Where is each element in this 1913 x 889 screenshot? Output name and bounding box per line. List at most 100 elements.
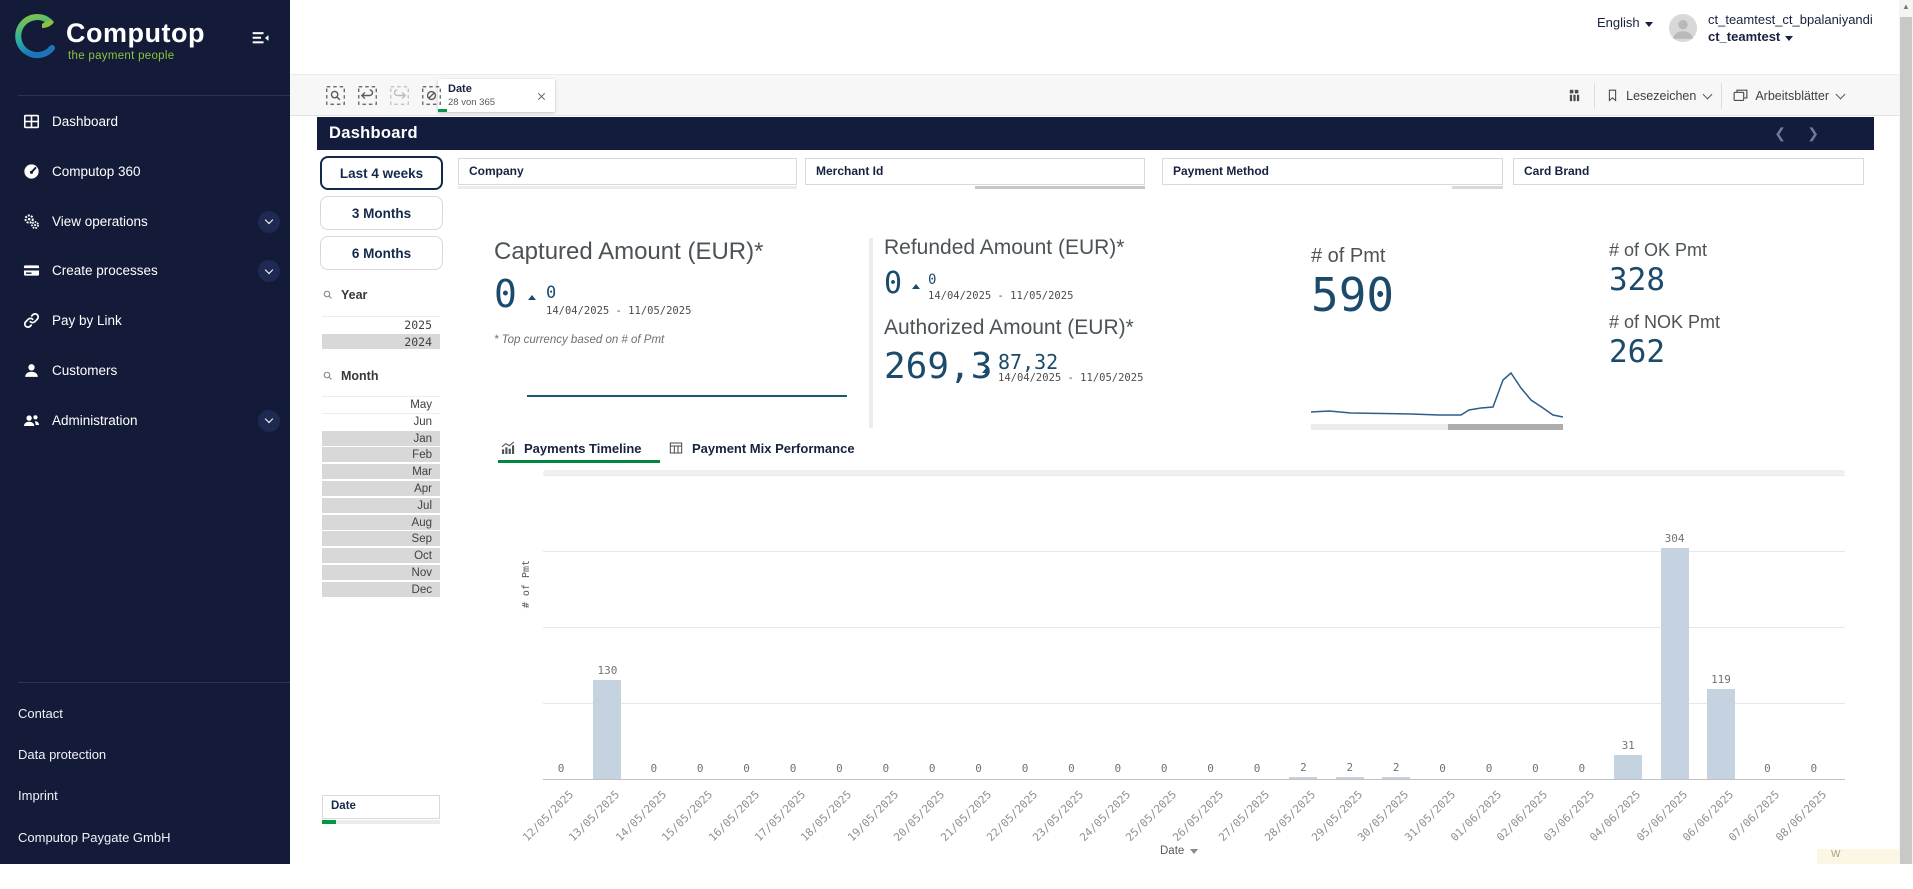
user-menu[interactable]: ct_teamtest xyxy=(1708,28,1793,46)
kpi-nok-value[interactable]: 262 xyxy=(1609,334,1665,370)
avatar[interactable] xyxy=(1668,13,1698,48)
kpi-captured-title: Captured Amount (EUR)* xyxy=(494,238,763,266)
filter-scrollbar[interactable] xyxy=(1452,186,1503,189)
list-item[interactable]: Aug xyxy=(322,514,440,530)
footer-link-imprint[interactable]: Imprint xyxy=(18,788,58,803)
sidebar-collapse-icon[interactable] xyxy=(250,28,272,48)
filter-scrollbar[interactable] xyxy=(458,186,797,189)
sidebar-footer-divider xyxy=(18,682,290,683)
step-back-icon[interactable] xyxy=(357,85,378,106)
bar-value-label: 130 xyxy=(577,664,637,677)
list-item[interactable]: Apr xyxy=(322,480,440,496)
list-item[interactable]: Jan xyxy=(322,430,440,446)
list-item[interactable]: Jul xyxy=(322,497,440,513)
card-icon xyxy=(22,261,42,281)
sidebar-item-administration[interactable]: Administration xyxy=(0,396,290,446)
list-item[interactable]: Nov xyxy=(322,564,440,580)
kpi-pmt-title: # of Pmt xyxy=(1311,245,1385,268)
kpi-authorized-delta: 87,32 xyxy=(998,350,1058,374)
sidebar: Computop the payment people DashboardCom… xyxy=(0,0,290,864)
page-scrollbar-thumb[interactable] xyxy=(1900,17,1912,864)
bar-13/05/2025[interactable] xyxy=(593,680,621,779)
list-item[interactable]: Dec xyxy=(322,581,440,597)
sidebar-item-dashboard[interactable]: Dashboard xyxy=(0,97,290,147)
sidebar-item-label: Pay by Link xyxy=(52,313,122,328)
time-filter-3-months[interactable]: 3 Months xyxy=(320,196,443,230)
chevron-down-icon[interactable] xyxy=(258,260,280,282)
kpi-captured-value[interactable]: 0 xyxy=(494,272,517,316)
list-item[interactable]: 2024 xyxy=(322,333,440,349)
bookmarks-menu[interactable]: Lesezeichen xyxy=(1605,88,1711,103)
x-axis-tick-label: 30/05/2025 xyxy=(1310,788,1411,889)
kpi-refunded-value[interactable]: 0 xyxy=(884,266,902,301)
kpi-pmt-value[interactable]: 590 xyxy=(1311,268,1394,322)
close-icon[interactable] xyxy=(536,89,547,107)
x-axis-dimension-selector[interactable]: Date xyxy=(1160,845,1198,857)
sidebar-item-label: Create processes xyxy=(52,263,158,278)
gridline xyxy=(543,475,1845,476)
x-axis-tick-label: 15/05/2025 xyxy=(614,788,715,889)
toolbar-separator xyxy=(1721,83,1722,109)
sidebar-item-customers[interactable]: Customers xyxy=(0,346,290,396)
bar-04/06/2025[interactable] xyxy=(1614,755,1642,779)
prev-sheet-icon[interactable]: ❮ xyxy=(1774,125,1786,142)
list-item[interactable]: May xyxy=(322,396,440,412)
list-item[interactable]: Jun xyxy=(322,413,440,429)
next-sheet-icon[interactable]: ❯ xyxy=(1807,125,1819,142)
filter-scrollbar[interactable] xyxy=(975,186,1145,189)
language-selector[interactable]: English xyxy=(1597,14,1653,32)
filter-field-merchant-id[interactable]: Merchant Id xyxy=(805,158,1145,185)
kpi-ok-value[interactable]: 328 xyxy=(1609,262,1665,298)
sidebar-item-computop-360[interactable]: Computop 360 xyxy=(0,147,290,197)
sheet-title-bar: Dashboard ❮ ❯ xyxy=(317,117,1874,150)
chevron-down-icon xyxy=(1645,22,1653,27)
list-item[interactable]: 2025 xyxy=(322,316,440,332)
filter-field-card-brand[interactable]: Card Brand xyxy=(1513,158,1864,185)
sidebar-item-pay-by-link[interactable]: Pay by Link xyxy=(0,296,290,346)
date-filter-chip[interactable]: Date 28 von 365 xyxy=(438,79,555,112)
bar-06/06/2025[interactable] xyxy=(1707,689,1735,779)
x-axis-tick-label: 25/05/2025 xyxy=(1078,788,1179,889)
tab-payment-mix-performance[interactable]: Payment Mix Performance xyxy=(668,440,855,456)
tab-payments-timeline[interactable]: Payments Timeline xyxy=(500,440,642,456)
kpi-scrollbar[interactable] xyxy=(869,238,873,428)
list-item[interactable]: Feb xyxy=(322,446,440,462)
sheets-label: Arbeitsblätter xyxy=(1755,89,1829,103)
search-icon xyxy=(322,370,334,382)
sheets-menu[interactable]: Arbeitsblätter xyxy=(1732,87,1844,104)
bar-chart-icon xyxy=(500,440,516,456)
time-filter-6-months[interactable]: 6 Months xyxy=(320,236,443,270)
insight-advisor-icon[interactable] xyxy=(1567,87,1584,104)
footer-link-contact[interactable]: Contact xyxy=(18,706,63,721)
person-icon xyxy=(22,361,42,381)
kpi-authorized-title: Authorized Amount (EUR)* xyxy=(884,316,1134,340)
filter-field-company[interactable]: Company xyxy=(458,158,797,185)
kpi-authorized-value[interactable]: 269,3 xyxy=(884,346,992,387)
sidebar-item-create-processes[interactable]: Create processes xyxy=(0,246,290,296)
time-filter-last-4-weeks[interactable]: Last 4 weeks xyxy=(320,156,443,190)
date-listbox[interactable]: Date xyxy=(322,795,440,819)
sidebar-item-label: Dashboard xyxy=(52,114,118,129)
scroll-up-icon[interactable]: ▲ xyxy=(1899,2,1913,11)
chevron-down-icon xyxy=(1836,89,1846,99)
x-axis-tick-label: 13/05/2025 xyxy=(521,788,622,889)
filter-field-payment-method[interactable]: Payment Method xyxy=(1162,158,1503,185)
year-listbox-header[interactable]: Year xyxy=(322,288,367,302)
kpi-authorized-period: 14/04/2025 - 11/05/2025 xyxy=(998,372,1143,384)
selections-search-icon[interactable] xyxy=(325,85,346,106)
month-label: Month xyxy=(341,369,378,383)
sparkline-scrollbar-thumb[interactable] xyxy=(1448,424,1563,430)
sidebar-divider xyxy=(18,95,290,96)
chevron-down-icon[interactable] xyxy=(258,211,280,233)
list-item[interactable]: Sep xyxy=(322,530,440,546)
footer-link-data-protection[interactable]: Data protection xyxy=(18,747,106,762)
sidebar-item-label: Administration xyxy=(52,413,138,428)
bar-05/06/2025[interactable] xyxy=(1661,548,1689,779)
month-listbox-header[interactable]: Month xyxy=(322,369,378,383)
list-item[interactable]: Oct xyxy=(322,547,440,563)
kpi-refunded-period: 14/04/2025 - 11/05/2025 xyxy=(928,290,1073,302)
list-item[interactable]: Mar xyxy=(322,463,440,479)
sidebar-item-view-operations[interactable]: View operations xyxy=(0,197,290,247)
clear-selections-icon[interactable] xyxy=(421,85,442,106)
chevron-down-icon[interactable] xyxy=(258,410,280,432)
